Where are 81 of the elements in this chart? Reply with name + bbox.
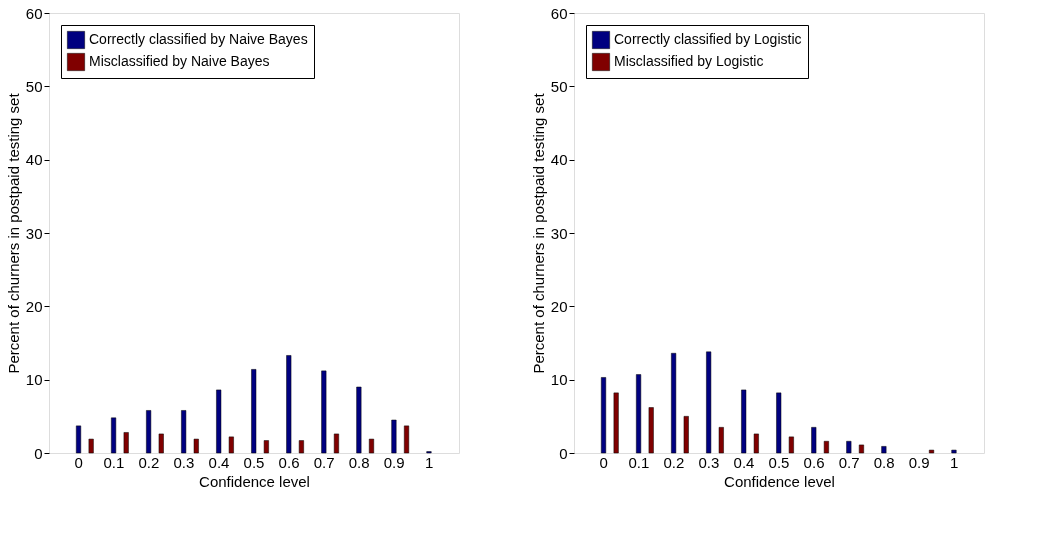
- bar: [228, 436, 234, 454]
- x-tick-label: 0.1: [628, 453, 650, 471]
- x-tick-label: 0.2: [663, 453, 685, 471]
- bar: [811, 427, 817, 454]
- x-tick-label: 1: [950, 453, 959, 471]
- y-tick-label: 40: [550, 151, 568, 169]
- bar: [706, 351, 712, 454]
- x-tick-label: 0.7: [838, 453, 860, 471]
- x-tick-label: 0.1: [103, 453, 125, 471]
- y-tick-label: 60: [25, 4, 43, 22]
- y-tick-label: 20: [550, 297, 568, 315]
- bar: [111, 417, 117, 454]
- bar: [251, 369, 257, 454]
- bar: [601, 377, 607, 454]
- x-tick-label: 0.6: [278, 453, 300, 471]
- y-tick-label: 20: [25, 297, 43, 315]
- legend-label: Misclassified by Naive Bayes: [89, 53, 270, 69]
- x-tick-label: 1: [425, 453, 434, 471]
- x-tick-label: 0: [599, 453, 608, 471]
- bar: [286, 355, 292, 454]
- y-tick-label: 50: [25, 77, 43, 95]
- bar: [683, 416, 689, 454]
- y-tick-label: 40: [25, 151, 43, 169]
- legend-label: Misclassified by Logistic: [614, 53, 764, 69]
- bar: [648, 407, 654, 454]
- x-tick-label: 0.6: [803, 453, 825, 471]
- bar: [123, 432, 129, 454]
- bar: [88, 438, 94, 454]
- bar: [741, 389, 747, 454]
- y-tick-label: 10: [25, 371, 43, 389]
- bar: [298, 440, 304, 454]
- y-tick-label: 30: [25, 224, 43, 242]
- y-axis-title: Percent of churners in postpaid testing set: [4, 92, 22, 374]
- bar: [76, 425, 82, 454]
- x-tick-label: 0.3: [698, 453, 720, 471]
- x-axis-title: Confidence level: [199, 472, 310, 490]
- x-tick-label: 0: [74, 453, 83, 471]
- x-tick-label: 0.3: [173, 453, 195, 471]
- bar: [823, 441, 829, 454]
- bar: [846, 441, 852, 454]
- bar: [404, 425, 410, 454]
- bar: [753, 433, 759, 454]
- y-tick-label: 10: [550, 371, 568, 389]
- x-axis-title: Confidence level: [724, 472, 835, 490]
- x-tick-label: 0.4: [733, 453, 755, 471]
- bar: [368, 438, 375, 454]
- legend-label: Correctly classified by Naive Bayes: [89, 31, 308, 47]
- bar: [181, 410, 187, 454]
- bar: [636, 374, 642, 454]
- legend-label: Correctly classified by Logistic: [614, 31, 802, 47]
- x-tick-label: 0.5: [768, 453, 790, 471]
- x-tick-label: 0.9: [383, 453, 405, 471]
- y-tick-label: 60: [550, 4, 568, 22]
- x-tick-label: 0.5: [243, 453, 265, 471]
- bar: [216, 389, 222, 454]
- bar: [788, 436, 794, 454]
- y-axis-title: Percent of churners in postpaid testing set: [529, 92, 547, 374]
- bar: [613, 392, 619, 454]
- bar: [356, 386, 362, 454]
- bar: [929, 449, 935, 454]
- x-tick-label: 0.8: [873, 453, 895, 471]
- y-tick-label: 30: [550, 224, 568, 242]
- x-tick-label: 0.7: [313, 453, 335, 471]
- bar: [951, 449, 957, 454]
- bar: [718, 427, 724, 454]
- bar: [858, 444, 864, 454]
- y-tick-label: 50: [550, 77, 568, 95]
- bar: [671, 353, 677, 454]
- bar: [263, 440, 269, 454]
- x-tick-label: 0.4: [208, 453, 230, 471]
- x-tick-label: 0.2: [138, 453, 160, 471]
- x-tick-label: 0.8: [348, 453, 370, 471]
- bar: [881, 446, 887, 454]
- x-tick-label: 0.9: [908, 453, 930, 471]
- bar: [776, 392, 782, 454]
- bar: [321, 370, 327, 454]
- bar: [391, 419, 397, 454]
- bar: [146, 410, 152, 454]
- bar: [158, 433, 164, 454]
- bar: [193, 438, 199, 454]
- bar: [333, 433, 339, 454]
